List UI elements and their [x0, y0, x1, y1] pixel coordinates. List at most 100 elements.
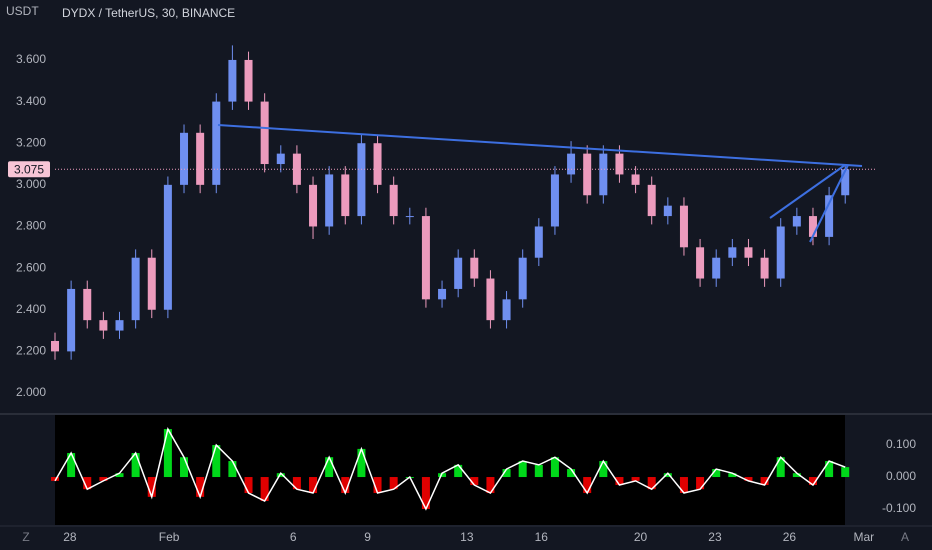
oscillator-bar — [631, 477, 640, 481]
x-tick-label: 16 — [535, 530, 549, 544]
y-tick-label: 3.600 — [16, 52, 46, 66]
oscillator-bar — [712, 469, 721, 478]
candle-body — [679, 205, 688, 248]
oscillator-bar — [696, 477, 705, 490]
trendline — [769, 164, 846, 219]
oscillator-bar — [131, 453, 140, 478]
y2-tick-label: -0.100 — [882, 501, 916, 515]
candle-body — [389, 184, 398, 217]
oscillator-bar — [583, 477, 592, 494]
oscillator-bar — [373, 477, 382, 494]
oscillator-bar — [534, 464, 543, 478]
oscillator-bar — [292, 477, 301, 490]
y-tick-label: 3.400 — [16, 94, 46, 108]
oscillator-bar — [276, 473, 285, 478]
x-tick-label: Feb — [159, 530, 180, 544]
oscillator-bar — [341, 477, 350, 494]
oscillator-bar — [115, 473, 124, 478]
oscillator-line — [54, 427, 846, 511]
oscillator-bar — [663, 473, 672, 478]
x-tick-label: 20 — [634, 530, 648, 544]
candle-body — [728, 247, 737, 258]
indicator-background — [55, 415, 845, 525]
oscillator-bar — [438, 473, 447, 478]
oscillator-bar — [615, 477, 624, 486]
oscillator-bar — [309, 477, 318, 494]
candle-body — [67, 288, 76, 352]
candle-body — [180, 132, 189, 185]
candle-body — [808, 216, 817, 237]
y-tick-label: 2.200 — [16, 344, 46, 358]
candle-body — [163, 184, 172, 310]
candle-body — [292, 153, 301, 185]
candle-body — [260, 101, 269, 165]
trendline — [809, 164, 849, 243]
oscillator-bar — [147, 477, 156, 497]
candle-body — [744, 247, 753, 258]
candle-body — [486, 278, 495, 321]
candle-body — [244, 59, 253, 102]
candle-body — [567, 153, 576, 175]
oscillator-bar — [599, 461, 608, 478]
oscillator-bar — [841, 467, 850, 478]
candle-body — [615, 153, 624, 175]
candle-body — [373, 143, 382, 185]
candle-body — [99, 320, 108, 331]
oscillator-bar — [260, 477, 269, 502]
candle-body — [228, 59, 237, 102]
oscillator-bar — [244, 477, 253, 494]
oscillator-bar — [744, 477, 753, 481]
candle-body — [83, 288, 92, 321]
candle-body — [792, 216, 801, 227]
oscillator-bar — [389, 477, 398, 490]
candle-body — [115, 320, 124, 331]
candle-body — [776, 226, 785, 279]
candle-body — [470, 257, 479, 279]
y-tick-label: 2.400 — [16, 302, 46, 316]
candle-body — [663, 205, 672, 217]
candle-body — [325, 174, 334, 227]
candle-body — [212, 101, 221, 185]
oscillator-bar — [99, 477, 108, 481]
x-tick-label: 28 — [63, 530, 77, 544]
x-tick-label: 23 — [708, 530, 722, 544]
candle-body — [599, 153, 608, 196]
candle-body — [502, 299, 511, 321]
oscillator-bar — [470, 477, 479, 486]
candle-body — [583, 153, 592, 196]
oscillator-bar — [486, 477, 495, 494]
candle-body — [357, 143, 366, 217]
oscillator-bar — [728, 473, 737, 478]
candle-body — [647, 184, 656, 217]
zoom-button[interactable]: Z — [22, 530, 29, 544]
last-price-badge — [8, 161, 50, 178]
oscillator-bar — [180, 457, 189, 478]
candle-body — [534, 226, 543, 258]
candle-body — [712, 257, 721, 279]
candle-body — [276, 153, 285, 165]
x-tick-label: Mar — [853, 530, 874, 544]
candle-body — [196, 132, 205, 185]
candle-body — [550, 174, 559, 227]
y-tick-label: 3.200 — [16, 135, 46, 149]
oscillator-bar — [421, 477, 430, 510]
x-tick-label: 6 — [290, 530, 297, 544]
oscillator-bar — [228, 461, 237, 478]
oscillator-bar — [518, 461, 527, 478]
oscillator-bar — [357, 448, 366, 478]
auto-scale-button[interactable]: A — [901, 530, 909, 544]
y-tick-label: 2.600 — [16, 260, 46, 274]
y-tick-label: 2.000 — [16, 385, 46, 399]
oscillator-bar — [550, 457, 559, 478]
candle-body — [454, 257, 463, 289]
oscillator-bar — [325, 457, 334, 478]
candle-body — [518, 257, 527, 300]
oscillator-bar — [163, 429, 172, 478]
candle-body — [405, 216, 414, 218]
x-tick-label: 9 — [364, 530, 371, 544]
candle-body — [760, 257, 769, 279]
candle-body — [696, 247, 705, 279]
y-tick-label: 3.000 — [16, 177, 46, 191]
candle-body — [631, 174, 640, 185]
